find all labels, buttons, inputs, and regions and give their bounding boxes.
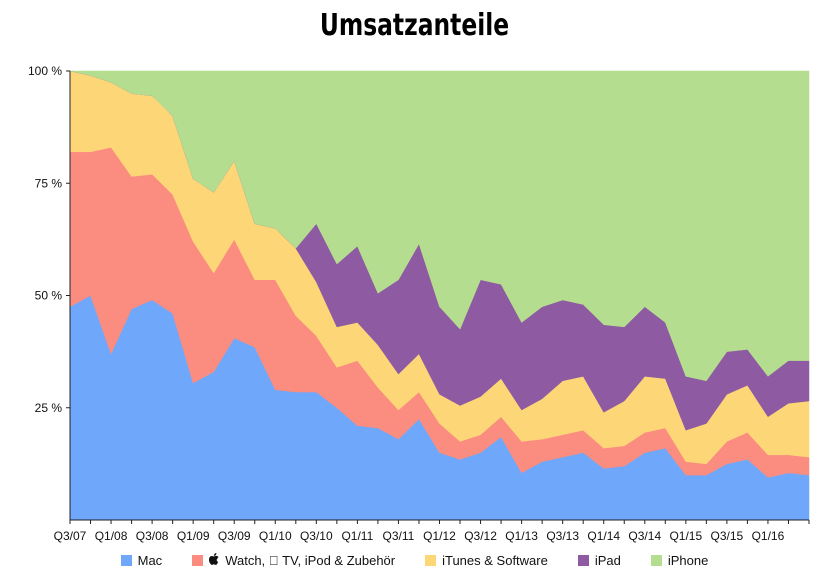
x-tick-label: Q1/16	[752, 529, 785, 543]
legend-item: Watch,  TV, iPod & Zubehör	[192, 553, 395, 568]
chart-title: Umsatzanteile	[319, 8, 510, 43]
x-tick-label: Q1/10	[259, 529, 292, 543]
legend-label: Watch,  TV, iPod & Zubehör	[225, 553, 395, 568]
legend-label: iPhone	[661, 553, 708, 568]
x-tick-label: Q1/09	[177, 529, 210, 543]
x-tick-label: Q3/09	[218, 529, 251, 543]
x-tick-label: Q3/11	[383, 529, 415, 543]
x-tick-label: Q3/14	[628, 529, 661, 543]
legend-label: iTunes & Software	[435, 553, 548, 568]
legend: Mac Watch,  TV, iPod & Zubehör iTunes & S…	[0, 553, 829, 568]
legend-item: iPad	[577, 553, 621, 568]
legend-swatch	[192, 555, 204, 566]
x-tick-label: Q1/14	[587, 529, 620, 543]
series-area-iphone	[69, 70, 810, 382]
x-axis-ticks: Q3/07 Q1/08 Q3/08 Q1/09 Q3/09 Q1/10 Q3/10 Q1/11…	[54, 520, 810, 543]
legend-label: iPad	[588, 553, 621, 568]
x-tick-label: Q1/11	[341, 529, 373, 543]
x-tick-label: Q3/10	[300, 529, 333, 543]
apple-logo-icon	[209, 553, 219, 568]
legend-swatch	[577, 555, 589, 566]
x-tick-label: Q3/07	[54, 529, 87, 543]
x-tick-label: Q3/08	[136, 529, 169, 543]
legend-swatch	[425, 555, 437, 566]
legend-item: iTunes & Software	[425, 553, 548, 568]
x-tick-label: Q1/15	[669, 529, 702, 543]
x-tick-label: Q1/12	[423, 529, 456, 543]
legend-swatch	[120, 555, 132, 566]
x-tick-label: Q3/15	[711, 529, 744, 543]
legend-item: Mac	[120, 553, 163, 568]
x-tick-label: Q3/12	[464, 529, 497, 543]
x-tick-label: Q3/13	[546, 529, 579, 543]
x-tick-label: Q1/13	[505, 529, 538, 543]
area-series-group	[69, 70, 810, 521]
legend-label: Mac	[137, 553, 163, 568]
y-tick-label: 75 %	[35, 176, 63, 190]
y-axis-ticks: 100 % 75 % 50 % 25 %	[28, 64, 70, 415]
legend-swatch	[650, 555, 662, 566]
y-tick-label: 50 %	[35, 289, 63, 303]
y-tick-label: 25 %	[35, 401, 63, 415]
legend-item: iPhone	[650, 553, 708, 568]
y-tick-label: 100 %	[28, 64, 62, 78]
x-tick-label: Q1/08	[95, 529, 128, 543]
